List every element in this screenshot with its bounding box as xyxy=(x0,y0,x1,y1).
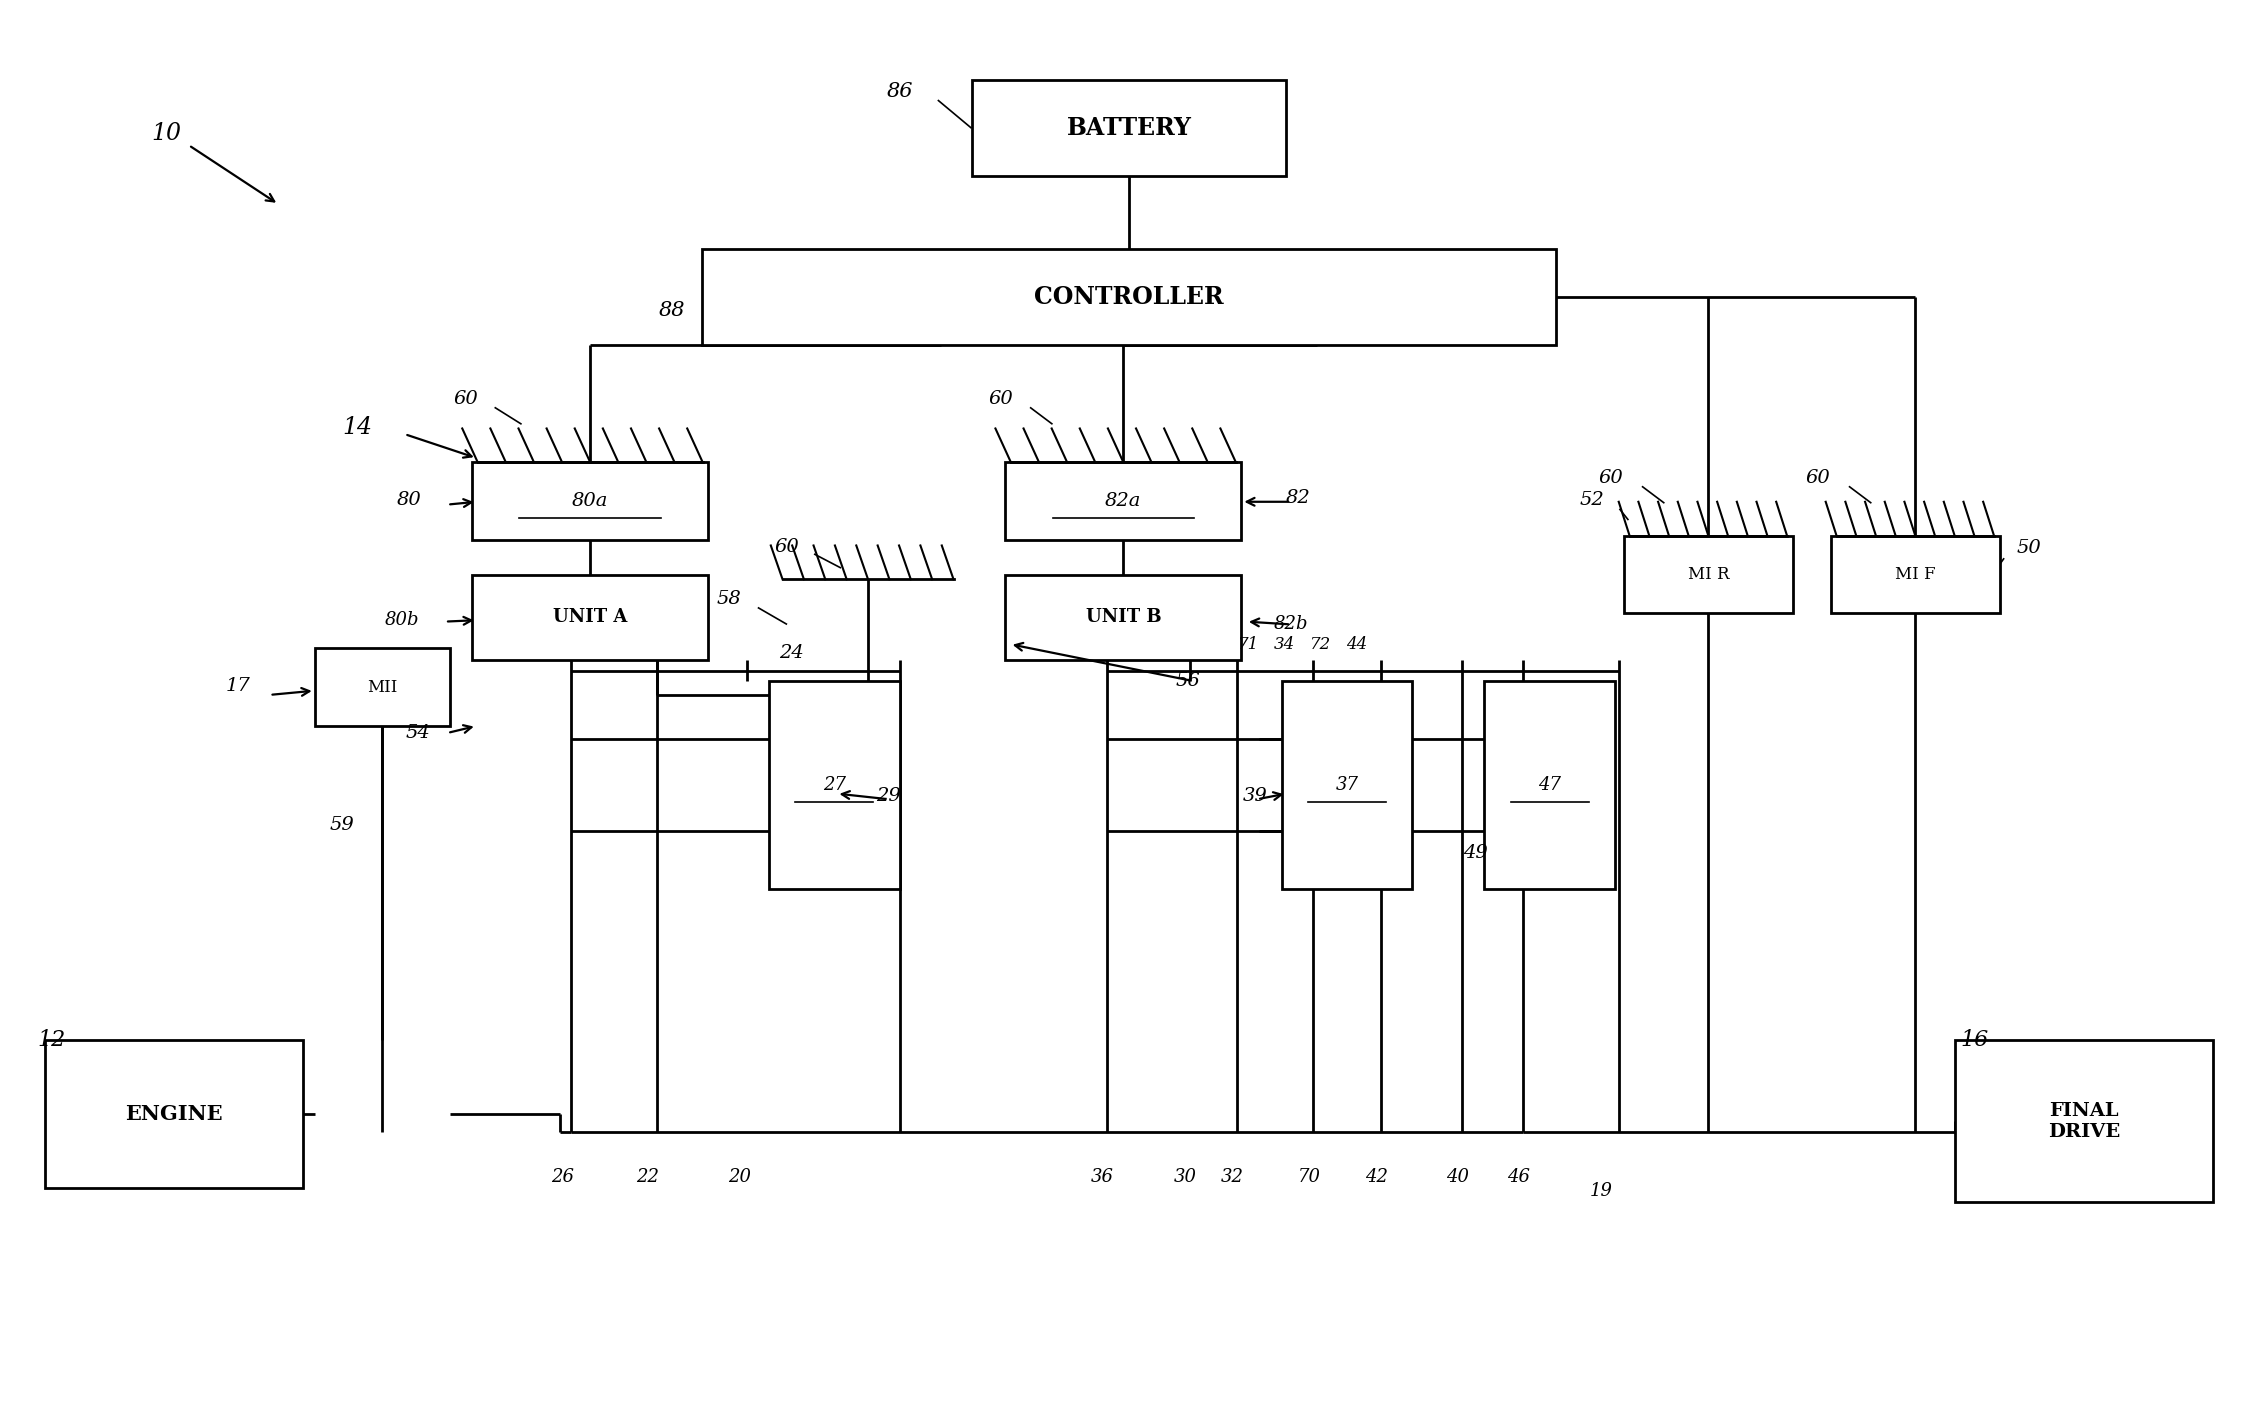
Text: 72: 72 xyxy=(1310,635,1330,652)
Text: MI F: MI F xyxy=(1894,566,1935,583)
Text: 30: 30 xyxy=(1174,1168,1197,1185)
Text: CONTROLLER: CONTROLLER xyxy=(1034,285,1224,309)
Text: 46: 46 xyxy=(1506,1168,1529,1185)
Text: 80: 80 xyxy=(397,492,422,509)
Text: 12: 12 xyxy=(38,1029,65,1051)
Text: 10: 10 xyxy=(151,122,181,146)
Text: 24: 24 xyxy=(779,644,804,662)
Bar xyxy=(472,462,709,540)
Text: 22: 22 xyxy=(637,1168,659,1185)
Bar xyxy=(1624,536,1793,613)
Text: 49: 49 xyxy=(1463,844,1488,862)
Text: 58: 58 xyxy=(716,590,741,608)
Text: 82a: 82a xyxy=(1104,492,1143,510)
Text: 37: 37 xyxy=(1337,776,1359,794)
Text: 44: 44 xyxy=(1346,635,1366,652)
Bar xyxy=(1831,536,2001,613)
Text: 34: 34 xyxy=(1274,635,1294,652)
Bar xyxy=(45,1041,303,1188)
Text: 29: 29 xyxy=(876,787,901,805)
Text: 42: 42 xyxy=(1366,1168,1389,1185)
Text: 80a: 80a xyxy=(571,492,607,510)
Text: 47: 47 xyxy=(1538,776,1560,794)
Text: 20: 20 xyxy=(729,1168,752,1185)
Bar xyxy=(702,250,1556,346)
Bar xyxy=(1283,681,1414,889)
Text: 82b: 82b xyxy=(1274,615,1307,634)
Text: UNIT A: UNIT A xyxy=(553,608,628,627)
Bar xyxy=(770,681,899,889)
Bar xyxy=(1005,462,1242,540)
Text: FINAL
DRIVE: FINAL DRIVE xyxy=(2048,1102,2120,1140)
Text: MI R: MI R xyxy=(1687,566,1730,583)
Text: UNIT B: UNIT B xyxy=(1086,608,1161,627)
Text: 86: 86 xyxy=(887,82,912,101)
Bar xyxy=(472,576,709,659)
Bar xyxy=(1484,681,1614,889)
Text: 19: 19 xyxy=(1590,1183,1612,1200)
Text: 56: 56 xyxy=(1174,672,1199,689)
Text: MII: MII xyxy=(366,679,397,696)
Bar xyxy=(1005,576,1242,659)
Text: ENGINE: ENGINE xyxy=(124,1105,224,1124)
Text: 17: 17 xyxy=(226,678,251,695)
Text: 32: 32 xyxy=(1222,1168,1244,1185)
Text: 59: 59 xyxy=(330,815,355,834)
Text: 16: 16 xyxy=(1960,1029,1989,1051)
Bar xyxy=(1955,1041,2213,1202)
Text: BATTERY: BATTERY xyxy=(1066,116,1192,140)
Text: 50: 50 xyxy=(2016,539,2041,557)
Text: 27: 27 xyxy=(822,776,847,794)
Text: 71: 71 xyxy=(1237,635,1260,652)
Text: 52: 52 xyxy=(1581,492,1605,509)
Text: 80b: 80b xyxy=(386,611,420,630)
Bar xyxy=(314,648,449,726)
Text: 60: 60 xyxy=(1599,469,1624,486)
Text: 36: 36 xyxy=(1091,1168,1113,1185)
Text: 60: 60 xyxy=(989,390,1014,408)
Text: 54: 54 xyxy=(406,725,431,742)
Text: 26: 26 xyxy=(551,1168,574,1185)
Text: 40: 40 xyxy=(1445,1168,1470,1185)
Text: 39: 39 xyxy=(1242,787,1267,805)
Bar xyxy=(971,81,1287,176)
Text: 60: 60 xyxy=(774,537,799,556)
Text: 14: 14 xyxy=(343,415,373,438)
Text: 60: 60 xyxy=(1804,469,1829,486)
Text: 82: 82 xyxy=(1285,489,1310,506)
Text: 88: 88 xyxy=(659,301,686,319)
Text: 60: 60 xyxy=(454,390,479,408)
Text: 70: 70 xyxy=(1298,1168,1321,1185)
